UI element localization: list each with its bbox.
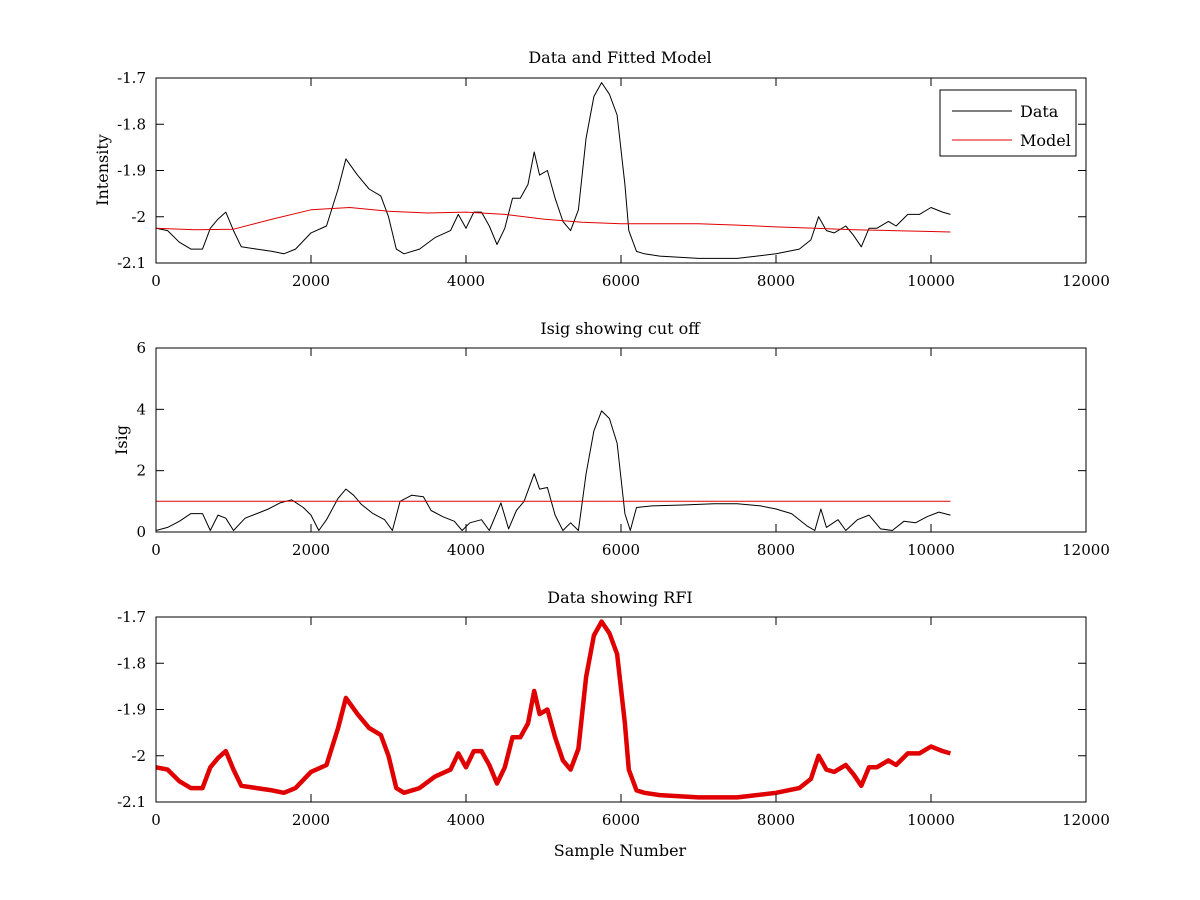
y-axis-label: Intensity (93, 134, 112, 206)
y-tick-label: -1.9 (117, 701, 146, 719)
series-line-0 (156, 619, 952, 800)
series-line-data (156, 82, 951, 259)
x-tick-label: 2000 (292, 541, 330, 559)
y-tick-label: 6 (136, 339, 146, 357)
legend: Data Model (939, 89, 1077, 157)
legend-label-data: Data (1020, 102, 1059, 121)
x-tick-label: 4000 (447, 541, 485, 559)
chart-panel-isig-showing-cut-off: Isig showing cut off Isig 0 2000 4000 6000 8… (112, 319, 1110, 559)
y-tick-label: -1.7 (117, 608, 146, 626)
y-tick-label: 0 (136, 523, 146, 541)
series-line-model (156, 207, 951, 233)
chart-panel-data-and-fitted-model: Data and Fitted Model Intensity 0 2000 400… (93, 48, 1110, 290)
x-tick-label: 10000 (907, 541, 955, 559)
y-tick-label: -1.8 (117, 115, 146, 133)
plot-area: 0 2000 4000 6000 8000 10000 12000 0 2 4 6 (136, 339, 1109, 559)
x-tick-label: 12000 (1062, 541, 1110, 559)
x-tick-label: 10000 (907, 811, 955, 829)
chart-title: Data showing RFI (547, 588, 692, 607)
x-tick-label: 6000 (602, 811, 640, 829)
chart-title: Data and Fitted Model (528, 48, 711, 67)
x-tick-label: 6000 (602, 272, 640, 290)
x-tick-label: 12000 (1062, 811, 1110, 829)
x-tick-label: 4000 (447, 811, 485, 829)
x-tick-label: 10000 (907, 272, 955, 290)
y-tick-label: -1.9 (117, 162, 146, 180)
y-tick-label: -1.8 (117, 654, 146, 672)
x-tick-label: 0 (151, 272, 161, 290)
plot-frame (155, 347, 1087, 533)
y-axis-label: Isig (112, 425, 131, 455)
y-tick-label: -1.7 (117, 69, 146, 87)
plot-area: 0 2000 4000 6000 8000 10000 12000 -2.1 -2 -1.9 -1.… (117, 608, 1110, 829)
y-tick-label: 4 (136, 400, 146, 418)
plot-frame (155, 616, 1087, 803)
x-tick-label: 8000 (757, 541, 795, 559)
legend-label-model: Model (1020, 131, 1071, 150)
x-tick-label: 2000 (292, 811, 330, 829)
y-tick-label: -2 (131, 747, 146, 765)
x-tick-label: 8000 (757, 272, 795, 290)
x-tick-label: 8000 (757, 811, 795, 829)
y-tick-label: -2.1 (117, 793, 146, 811)
x-tick-label: 12000 (1062, 272, 1110, 290)
plot-area: 0 2000 4000 6000 8000 10000 12000 -2.1 -2 -1.9 -1.… (117, 69, 1110, 290)
legend-box (939, 89, 1077, 157)
x-tick-label: 2000 (292, 272, 330, 290)
x-tick-label: 0 (151, 541, 161, 559)
y-tick-label: -2.1 (117, 254, 146, 272)
series-line-0 (156, 410, 951, 531)
chart-panel-data-showing-rfi: Data showing RFI Sample Number 0 2000 4000… (117, 588, 1110, 860)
x-tick-label: 4000 (447, 272, 485, 290)
x-tick-label: 6000 (602, 541, 640, 559)
x-axis-label: Sample Number (554, 841, 687, 860)
chart-title: Isig showing cut off (540, 319, 701, 338)
y-tick-label: -2 (131, 208, 146, 226)
x-tick-label: 0 (151, 811, 161, 829)
y-tick-label: 2 (136, 462, 146, 480)
